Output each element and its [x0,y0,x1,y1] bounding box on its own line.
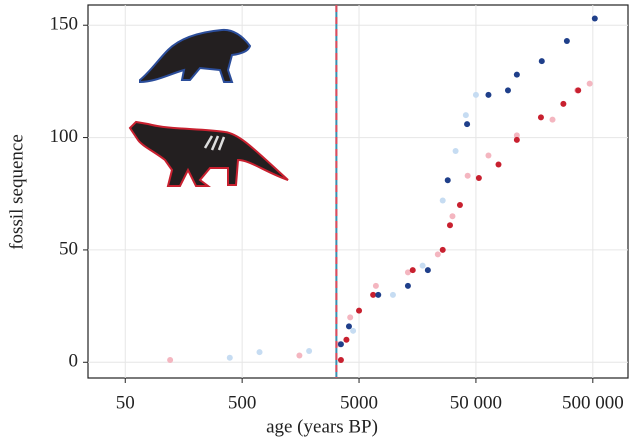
y-tick-label: 50 [59,238,78,259]
point [337,341,344,348]
x-tick-label: 5000 [340,392,378,413]
point [452,148,459,155]
x-tick-label: 500 [228,392,257,413]
point [404,282,411,289]
point [462,112,469,119]
y-tick-label: 0 [69,351,79,372]
point [456,201,463,208]
devil-silhouette [139,28,252,84]
point [409,267,416,274]
stripes [203,135,226,151]
point [439,246,446,253]
point [560,100,567,107]
point [347,314,354,321]
y-tick-label: 100 [50,126,79,147]
point [343,336,350,343]
point [464,121,471,128]
thylacine-silhouette [128,120,289,187]
point [485,91,492,98]
point [296,352,303,359]
point [419,262,426,269]
point [375,291,382,298]
point [475,175,482,182]
point [356,307,363,314]
point [444,177,451,184]
x-tick-label: 50 [116,392,135,413]
point [306,348,313,355]
point [350,327,357,334]
point [404,269,411,276]
point [513,136,520,143]
plot-frame [87,4,629,379]
y-axis-label: fossil sequence [6,134,27,250]
point [434,251,441,258]
point [226,354,233,361]
point [538,58,545,65]
point [575,87,582,94]
x-axis-label: age (years BP) [266,416,378,437]
point [563,37,570,44]
point [485,152,492,159]
point [345,323,352,330]
point [513,132,520,139]
point [446,222,453,229]
point [424,267,431,274]
point [472,91,479,98]
point [537,114,544,121]
point [167,357,174,364]
marks [167,15,598,364]
x-tick-label: 50 000 [450,392,502,413]
point [495,161,502,168]
point [504,87,511,94]
point [389,291,396,298]
point [337,357,344,364]
point [370,291,377,298]
point [256,349,263,356]
point [549,116,556,123]
point [513,71,520,78]
x-tick-label: 500 000 [562,392,624,413]
point [464,172,471,179]
point [439,197,446,204]
y-tick-label: 150 [50,14,79,35]
point [372,282,379,289]
point [449,213,456,220]
point [591,15,598,22]
point [586,80,593,87]
